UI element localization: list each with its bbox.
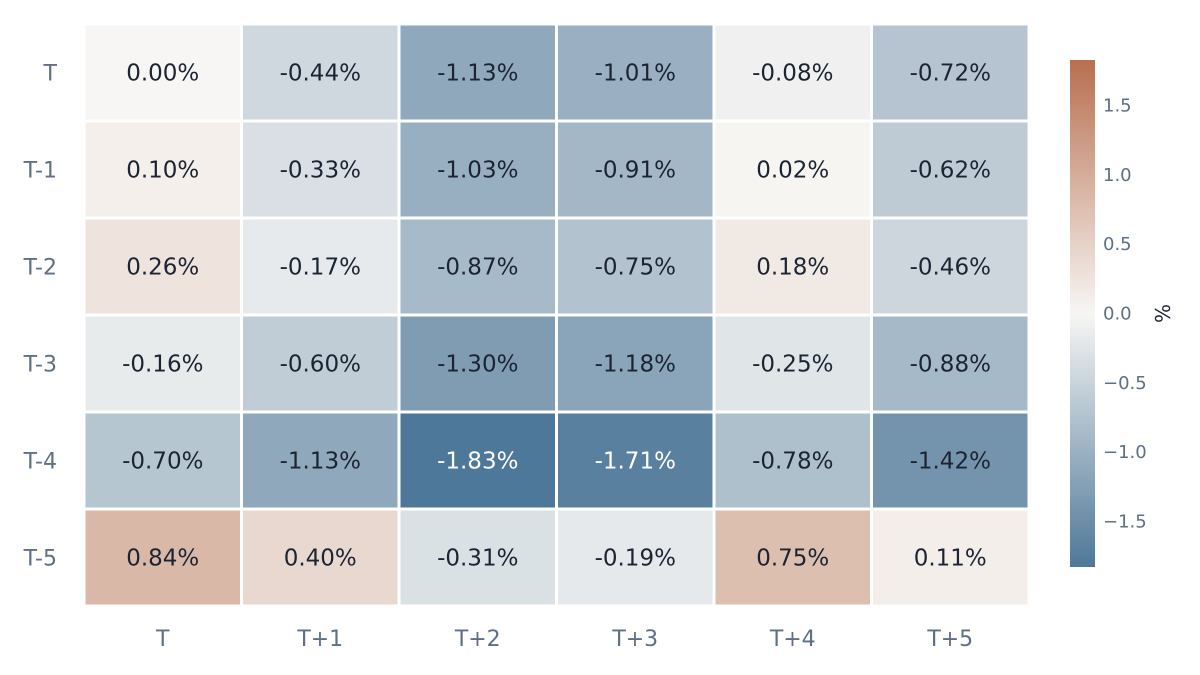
heatmap-cell [85, 510, 240, 605]
cell-value-label: -0.87% [437, 255, 518, 281]
cell-value-label: -0.72% [910, 61, 991, 87]
column-labels: T T+1 T+2 T+3 T+4 T+5 [155, 627, 973, 652]
row-label: T-2 [23, 256, 57, 281]
heatmap-cell [400, 122, 555, 217]
colorbar-tick-label: 0.0 [1103, 304, 1132, 325]
heatmap-cell [243, 219, 398, 314]
heatmap-cell [558, 219, 713, 314]
heatmap-cell [873, 219, 1028, 314]
heatmap-cell [243, 316, 398, 411]
cell-value-label: 0.84% [126, 546, 199, 572]
cell-value-label: 0.11% [914, 546, 987, 572]
cell-value-label: -0.16% [122, 352, 203, 378]
cell-value-label: -0.31% [437, 546, 518, 572]
heatmap-cell [400, 316, 555, 411]
cell-value-label: -0.60% [280, 352, 361, 378]
heatmap-cell [243, 413, 398, 508]
colorbar-tick-label: 1.5 [1103, 96, 1132, 117]
colorbar-title: % [1151, 304, 1175, 323]
heatmap-cell [715, 219, 870, 314]
heatmap-cell [715, 316, 870, 411]
heatmap-cell [85, 122, 240, 217]
cell-value-label: 0.40% [284, 546, 357, 572]
heatmap-cell [558, 316, 713, 411]
heatmap-cell [558, 510, 713, 605]
heatmap-cell [85, 316, 240, 411]
cell-value-label: -1.13% [437, 61, 518, 87]
heatmap-cell [558, 122, 713, 217]
heatmap-cell [558, 413, 713, 508]
heatmap-cell [85, 219, 240, 314]
cell-value-label: -0.17% [280, 255, 361, 281]
heatmap-cell [400, 219, 555, 314]
heatmap-cell [85, 413, 240, 508]
row-label: T-5 [23, 547, 57, 572]
cell-value-label: -1.03% [437, 158, 518, 184]
colorbar-tick-label: 0.5 [1103, 234, 1132, 255]
cell-value-label: -0.08% [752, 61, 833, 87]
row-label: T [43, 62, 58, 87]
cell-value-label: 0.18% [756, 255, 829, 281]
column-label: T+3 [611, 627, 658, 652]
cell-value-label: -0.44% [280, 61, 361, 87]
cell-value-label: -1.18% [595, 352, 676, 378]
heatmap-cell [873, 122, 1028, 217]
column-label: T+2 [454, 627, 501, 652]
heatmap-cell [243, 122, 398, 217]
heatmap-cell [873, 25, 1028, 120]
cell-value-label: -1.01% [595, 61, 676, 87]
cell-value-label: 0.00% [126, 61, 199, 87]
heatmap-cell [873, 413, 1028, 508]
cell-value-label: -0.88% [910, 352, 991, 378]
cell-value-label: 0.10% [126, 158, 199, 184]
row-label: T-3 [23, 353, 57, 378]
heatmap-cell [873, 316, 1028, 411]
heatmap-cells: 0.00% -0.44% -1.13% -1.01% -0.08% -0.72% 0.10%… [85, 25, 1028, 605]
cell-value-label: -1.30% [437, 352, 518, 378]
heatmap-cell [243, 510, 398, 605]
cell-value-label: -0.70% [122, 449, 203, 475]
colorbar-tick-label: −0.5 [1103, 373, 1147, 394]
heatmap-cell [243, 25, 398, 120]
colorbar-tick-label: −1.5 [1103, 511, 1147, 532]
heatmap-cell [400, 413, 555, 508]
row-label: T-1 [23, 159, 57, 184]
cell-value-label: -1.13% [280, 449, 361, 475]
heatmap-cell [558, 25, 713, 120]
heatmap-cell [715, 25, 870, 120]
column-label: T+1 [296, 627, 343, 652]
column-label: T [155, 627, 170, 652]
cell-value-label: 0.26% [126, 255, 199, 281]
colorbar-tick-label: 1.0 [1103, 165, 1132, 186]
row-label: T-4 [23, 450, 57, 475]
cell-value-label: -1.42% [910, 449, 991, 475]
cell-value-label: 0.75% [756, 546, 829, 572]
cell-value-label: -0.33% [280, 158, 361, 184]
column-label: T+5 [926, 627, 973, 652]
cell-value-label: -0.25% [752, 352, 833, 378]
colorbar-ticks: 1.5 1.0 0.5 0.0 −0.5 −1.0 −1.5 [1103, 96, 1147, 533]
heatmap-cell [715, 510, 870, 605]
cell-value-label: -1.83% [437, 449, 518, 475]
colorbar: 1.5 1.0 0.5 0.0 −0.5 −1.0 −1.5 % [1070, 60, 1175, 567]
cell-value-label: -0.75% [595, 255, 676, 281]
cell-value-label: -0.62% [910, 158, 991, 184]
cell-value-label: -0.78% [752, 449, 833, 475]
heatmap-cell [873, 510, 1028, 605]
cell-value-label: -0.46% [910, 255, 991, 281]
heatmap-cell [400, 25, 555, 120]
colorbar-gradient [1070, 60, 1095, 567]
row-labels: T T-1 T-2 T-3 T-4 T-5 [23, 62, 58, 572]
heatmap-cell [715, 122, 870, 217]
cell-value-label: -1.71% [595, 449, 676, 475]
heatmap-cell [400, 510, 555, 605]
cell-value-label: 0.02% [756, 158, 829, 184]
cell-value-label: -0.91% [595, 158, 676, 184]
cell-value-label: -0.19% [595, 546, 676, 572]
column-label: T+4 [769, 627, 816, 652]
colorbar-tick-label: −1.0 [1103, 442, 1147, 463]
heatmap-cell [715, 413, 870, 508]
heatmap-cell [85, 25, 240, 120]
